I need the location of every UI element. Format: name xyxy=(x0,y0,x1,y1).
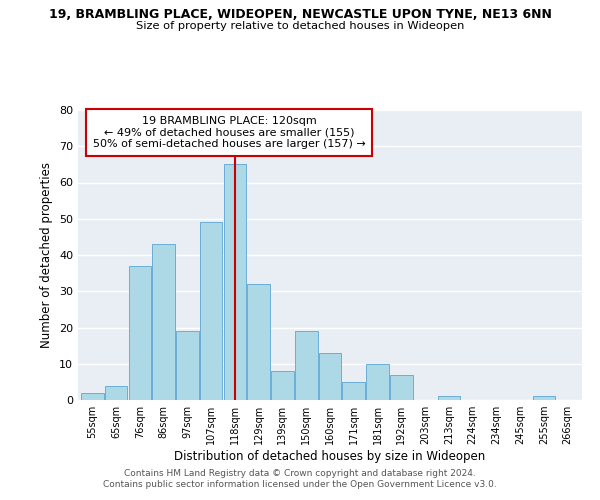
Text: 19 BRAMBLING PLACE: 120sqm
← 49% of detached houses are smaller (155)
50% of sem: 19 BRAMBLING PLACE: 120sqm ← 49% of deta… xyxy=(93,116,365,149)
Bar xyxy=(128,266,151,400)
Bar xyxy=(200,222,223,400)
X-axis label: Distribution of detached houses by size in Wideopen: Distribution of detached houses by size … xyxy=(175,450,485,463)
Bar xyxy=(437,396,460,400)
Y-axis label: Number of detached properties: Number of detached properties xyxy=(40,162,53,348)
Bar xyxy=(224,164,246,400)
Bar xyxy=(81,393,104,400)
Bar xyxy=(152,244,175,400)
Bar xyxy=(366,364,389,400)
Bar xyxy=(105,386,127,400)
Bar xyxy=(533,396,555,400)
Bar xyxy=(271,371,294,400)
Text: Contains HM Land Registry data © Crown copyright and database right 2024.: Contains HM Land Registry data © Crown c… xyxy=(124,468,476,477)
Text: 19, BRAMBLING PLACE, WIDEOPEN, NEWCASTLE UPON TYNE, NE13 6NN: 19, BRAMBLING PLACE, WIDEOPEN, NEWCASTLE… xyxy=(49,8,551,20)
Bar xyxy=(319,353,341,400)
Bar xyxy=(390,374,413,400)
Bar xyxy=(247,284,270,400)
Bar xyxy=(343,382,365,400)
Text: Size of property relative to detached houses in Wideopen: Size of property relative to detached ho… xyxy=(136,21,464,31)
Bar xyxy=(176,331,199,400)
Text: Contains public sector information licensed under the Open Government Licence v3: Contains public sector information licen… xyxy=(103,480,497,489)
Bar xyxy=(295,331,317,400)
